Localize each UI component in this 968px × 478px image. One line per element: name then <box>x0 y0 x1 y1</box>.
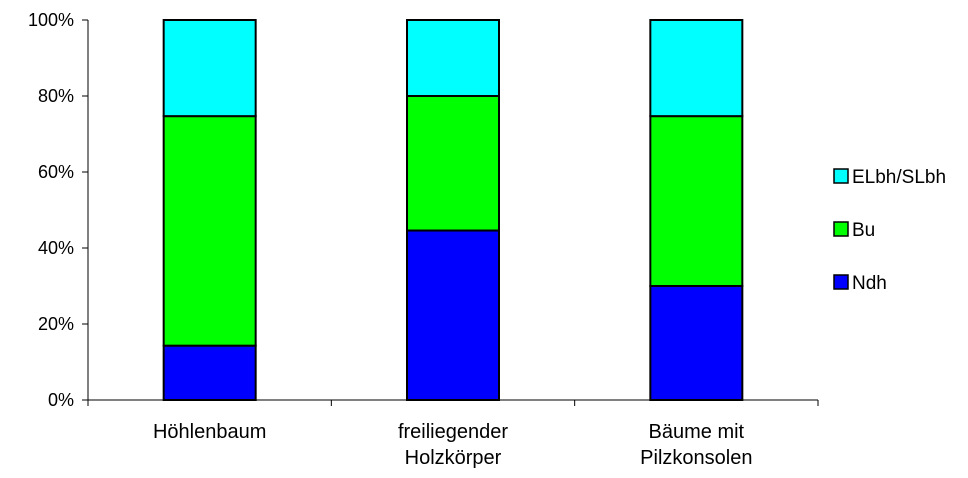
y-tick-label: 20% <box>38 314 74 334</box>
bar-segment-elbh-slbh-2 <box>649 19 744 118</box>
y-tick-label: 60% <box>38 162 74 182</box>
x-tick-label: Bäume mit Pilzkonsolen <box>640 421 752 469</box>
x-tick-label: Höhlenbaum <box>153 421 266 443</box>
x-tick-label: freiliegender Holzkörper <box>398 421 508 469</box>
bar-segment-bu-1 <box>406 95 500 232</box>
x-tick-label-line: Holzkörper <box>405 447 502 469</box>
legend-label: Ndh <box>852 273 887 294</box>
y-tick-label: 40% <box>38 238 74 258</box>
y-tick-label: 0% <box>48 390 74 410</box>
bar-segment-elbh-slbh-1 <box>406 19 500 97</box>
bar-segment-bu-0 <box>162 115 257 347</box>
legend-swatch <box>833 221 849 237</box>
x-tick-label-line: Bäume mit <box>649 421 745 443</box>
bar-segment-elbh-slbh-0 <box>162 19 257 118</box>
legend-swatch <box>833 274 849 290</box>
y-tick-label: 100% <box>28 10 74 30</box>
bar-segment-bu-2 <box>649 115 744 287</box>
bar-segment-ndh-2 <box>649 285 744 401</box>
legend-swatch <box>833 168 849 184</box>
x-tick-label-line: Pilzkonsolen <box>640 447 752 469</box>
legend-label: Bu <box>852 220 875 241</box>
x-tick-label-line: freiliegender <box>398 421 508 443</box>
legend-label: ELbh/SLbh <box>852 167 946 188</box>
bar-segment-ndh-0 <box>162 344 257 402</box>
y-tick-label: 80% <box>38 86 74 106</box>
bar-segment-ndh-1 <box>406 229 500 401</box>
x-tick-label-line: Höhlenbaum <box>153 421 266 443</box>
